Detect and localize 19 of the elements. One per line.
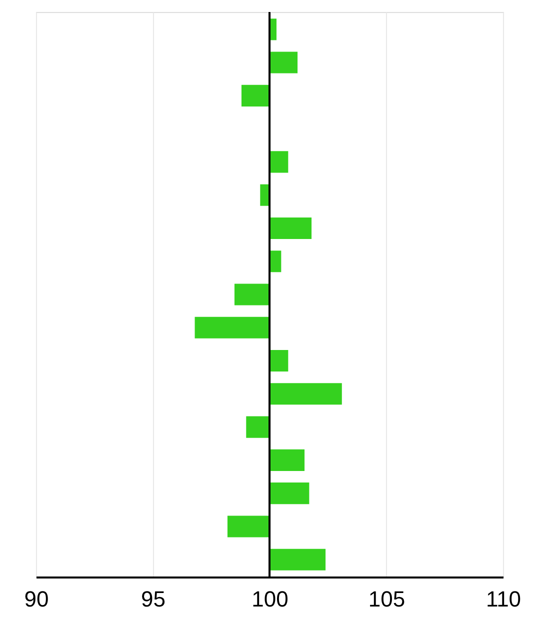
bar bbox=[270, 217, 312, 239]
bar bbox=[270, 52, 298, 74]
x-tick-label: 110 bbox=[486, 586, 522, 612]
x-tick-label: 95 bbox=[141, 586, 166, 612]
bar bbox=[270, 383, 342, 405]
bar bbox=[234, 284, 270, 306]
bar bbox=[227, 516, 270, 538]
bar bbox=[270, 250, 282, 272]
bar bbox=[270, 548, 326, 570]
bar bbox=[270, 151, 288, 173]
bar bbox=[246, 416, 270, 438]
bar bbox=[270, 350, 288, 372]
x-tick-label: 105 bbox=[368, 586, 406, 612]
bar bbox=[270, 482, 310, 504]
bar bbox=[194, 316, 270, 338]
x-tick-label: 100 bbox=[252, 586, 288, 612]
x-tick-label: 90 bbox=[24, 586, 49, 612]
bar bbox=[270, 449, 305, 471]
bar bbox=[241, 84, 270, 106]
